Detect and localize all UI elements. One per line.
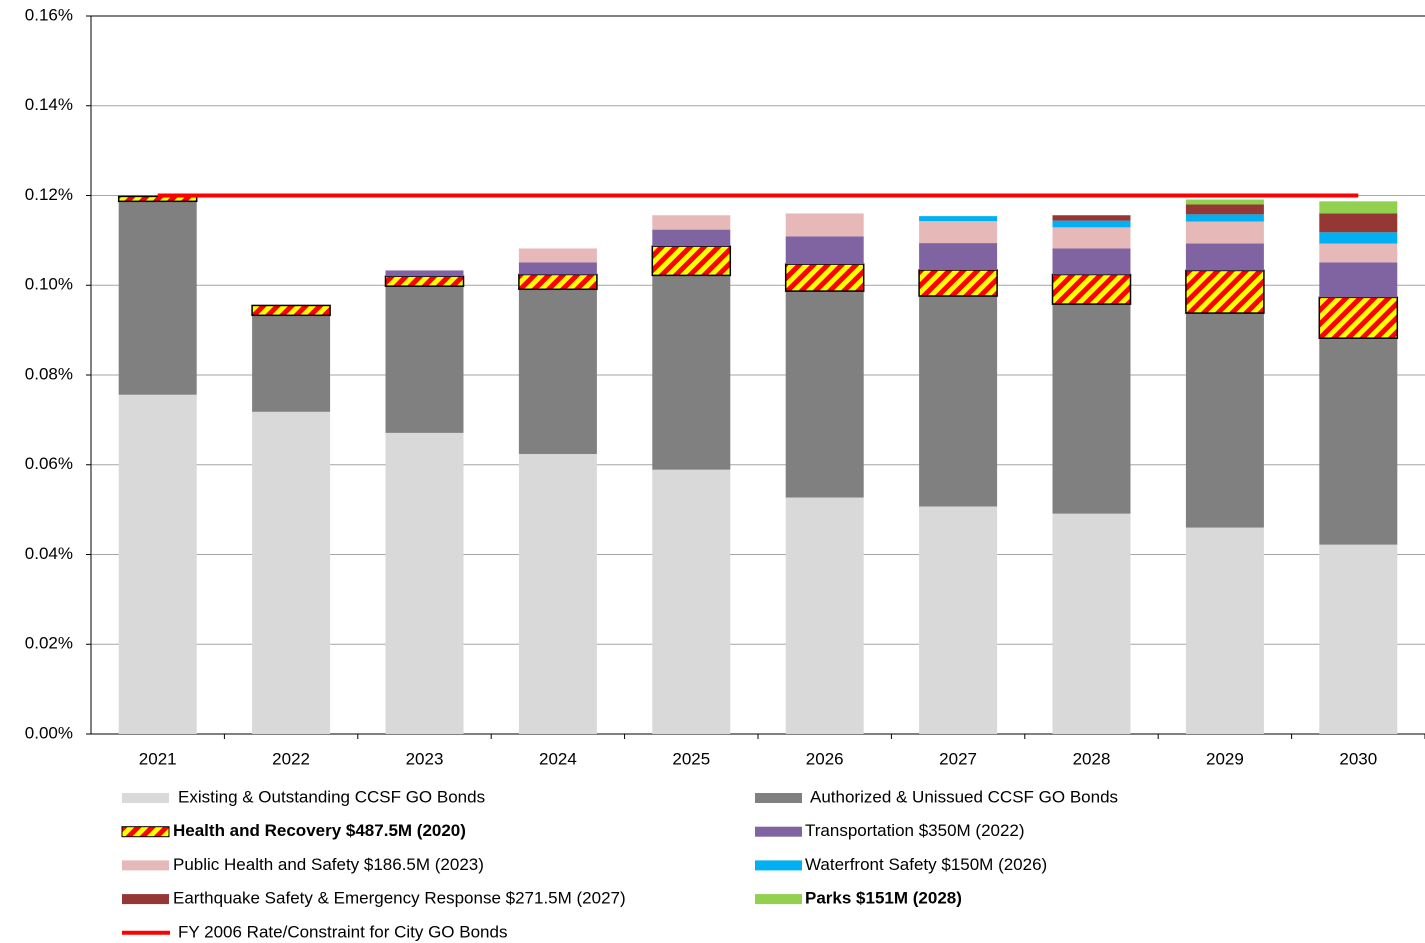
legend-swatch: [755, 894, 802, 905]
bar-segment: [785, 236, 864, 265]
bar-segment: [1052, 248, 1131, 275]
bar-segment: [1052, 227, 1131, 249]
legend-swatch: [755, 826, 802, 837]
y-tick-label: 0.10%: [25, 275, 73, 294]
bar-segment: [1051, 273, 1132, 305]
x-tick-label: 2025: [672, 749, 710, 768]
legend-label: Earthquake Safety & Emergency Response $…: [173, 889, 626, 908]
bar-segment: [1185, 269, 1265, 314]
bar-segment: [919, 221, 998, 244]
y-tick-label: 0.02%: [25, 634, 73, 653]
y-tick-label: 0.16%: [25, 5, 73, 24]
bar-segment: [651, 245, 732, 277]
bar-segment: [652, 215, 731, 230]
bar-segment: [1319, 243, 1398, 263]
bar-segment: [1319, 213, 1398, 233]
legend-swatch: [122, 894, 169, 905]
bar-segment: [252, 315, 331, 412]
bar-segment: [1052, 215, 1131, 221]
legend-label: Authorized & Unissued CCSF GO Bonds: [810, 787, 1118, 806]
bar-segment: [1319, 232, 1398, 244]
bar-segment: [518, 273, 598, 291]
bar-segment: [518, 289, 597, 454]
x-tick-label: 2023: [406, 749, 444, 768]
bar-segment: [1185, 221, 1264, 244]
bar-segment: [252, 411, 331, 734]
bar-segment: [518, 248, 597, 263]
bar-segment: [1052, 304, 1131, 514]
bar-segment: [1185, 214, 1264, 222]
y-tick-label: 0.06%: [25, 454, 73, 473]
bar-segment: [1052, 220, 1131, 228]
bar-segment: [1052, 513, 1131, 734]
legend-label: Transportation $350M (2022): [805, 821, 1025, 840]
x-tick-label: 2022: [272, 749, 310, 768]
bar-segment: [1185, 313, 1264, 528]
legend-label: Health and Recovery $487.5M (2020): [173, 821, 466, 840]
bar-segment: [1185, 204, 1264, 215]
legend-label: Parks $151M (2028): [805, 889, 962, 908]
y-tick-label: 0.04%: [25, 544, 73, 563]
bar-segment: [785, 497, 864, 734]
bar-segment: [919, 296, 998, 507]
legend-swatch: [122, 793, 169, 803]
bar-segment: [919, 216, 998, 222]
legend-label: Waterfront Safety $150M (2026): [805, 855, 1047, 874]
bar-segment: [919, 243, 998, 270]
bar-segment: [1319, 544, 1398, 734]
x-tick-label: 2028: [1073, 749, 1111, 768]
bar-segment: [118, 394, 197, 734]
x-tick-label: 2030: [1339, 749, 1377, 768]
x-tick-label: 2021: [139, 749, 177, 768]
legend-label: Existing & Outstanding CCSF GO Bonds: [178, 787, 485, 806]
bar-segment: [1319, 201, 1398, 214]
bar-segment: [385, 270, 464, 277]
bar-segment: [652, 469, 731, 734]
legend-swatch: [121, 826, 170, 838]
legend-label: Public Health and Safety $186.5M (2023): [173, 855, 484, 874]
x-tick-label: 2026: [806, 749, 844, 768]
legend-swatch: [755, 860, 802, 871]
y-tick-label: 0.00%: [25, 723, 73, 742]
legend-swatch: [122, 860, 169, 871]
bar-segment: [785, 291, 864, 498]
bar-segment: [384, 275, 465, 287]
bar-segment: [1319, 338, 1398, 545]
bar-segment: [784, 263, 865, 292]
bar-segment: [918, 269, 998, 297]
bar-segment: [385, 432, 464, 734]
x-tick-label: 2029: [1206, 749, 1244, 768]
x-tick-label: 2027: [939, 749, 977, 768]
bar-segment: [385, 286, 464, 433]
bar-segment: [518, 453, 597, 734]
bar-segment: [652, 229, 731, 247]
y-tick-label: 0.08%: [25, 364, 73, 383]
legend-swatch: [755, 793, 802, 803]
legend-label: FY 2006 Rate/Constraint for City GO Bond…: [178, 922, 507, 941]
bar-segment: [251, 304, 331, 317]
x-tick-label: 2024: [539, 749, 577, 768]
bar-segment: [785, 213, 864, 237]
bar-segment: [919, 506, 998, 734]
bar-segment: [118, 201, 197, 395]
y-tick-label: 0.14%: [25, 95, 73, 114]
y-tick-label: 0.12%: [25, 185, 73, 204]
bar-segment: [1185, 199, 1264, 205]
bar-segment: [518, 262, 597, 275]
bar-segment: [1185, 243, 1264, 271]
bar-segment: [1318, 296, 1399, 339]
bar-segment: [1185, 527, 1264, 734]
bar-segment: [652, 275, 731, 470]
bar-segment: [1319, 262, 1398, 298]
